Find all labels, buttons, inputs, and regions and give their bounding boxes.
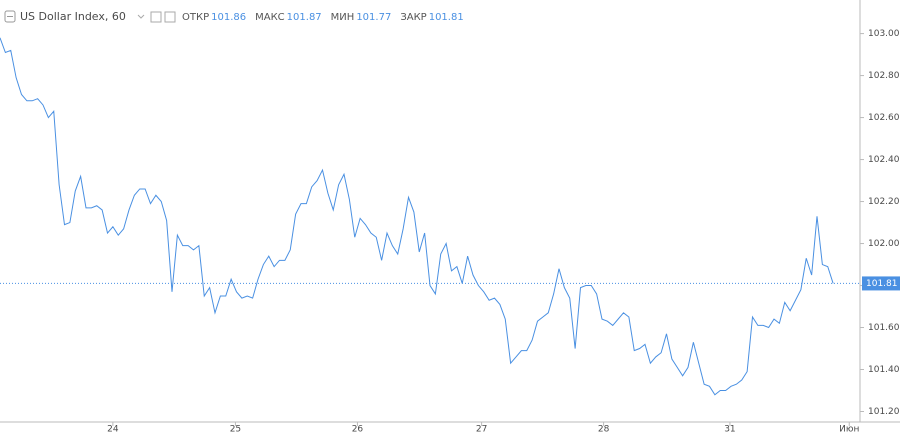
x-tick-label: 24 [107, 425, 119, 435]
ohlc-label: МИН [331, 12, 355, 23]
hide-icon[interactable] [164, 11, 176, 23]
y-tick-label: 102.80 [868, 71, 900, 81]
x-tick-label: 27 [476, 425, 487, 435]
ohlc-label: ОТКР [182, 12, 209, 23]
x-tick-label: 31 [724, 425, 735, 435]
settings-icon[interactable] [150, 11, 162, 23]
last-price-box [862, 276, 900, 291]
ohlc-value: 101.77 [356, 12, 391, 23]
y-tick-label: 101.60 [868, 323, 900, 333]
ohlc-label: ЗАКР [400, 12, 426, 23]
ohlc-value: 101.86 [211, 12, 246, 23]
ohlc-label: МАКС [255, 12, 285, 23]
dropdown-arrow[interactable] [137, 14, 145, 19]
last-price-label: 101.81 [866, 279, 898, 289]
chart-title: US Dollar Index, 60 [20, 10, 126, 23]
x-tick-label: 28 [598, 425, 610, 435]
x-tick-label: 26 [352, 425, 364, 435]
y-tick-label: 101.20 [868, 407, 900, 417]
x-tick-label: 25 [230, 425, 241, 435]
ohlc-value: 101.81 [429, 12, 464, 23]
y-tick-label: 102.00 [868, 239, 900, 249]
price-line [0, 37, 834, 396]
ohlc-value: 101.87 [287, 12, 322, 23]
y-tick-label: 103.00 [868, 29, 900, 39]
x-tick-label: Июн [839, 425, 859, 435]
y-tick-label: 102.40 [868, 155, 900, 165]
y-tick-label: 102.20 [868, 197, 900, 207]
y-tick-label: 101.40 [868, 365, 900, 375]
y-tick-label: 102.60 [868, 113, 900, 123]
symbol-icon [4, 10, 16, 23]
